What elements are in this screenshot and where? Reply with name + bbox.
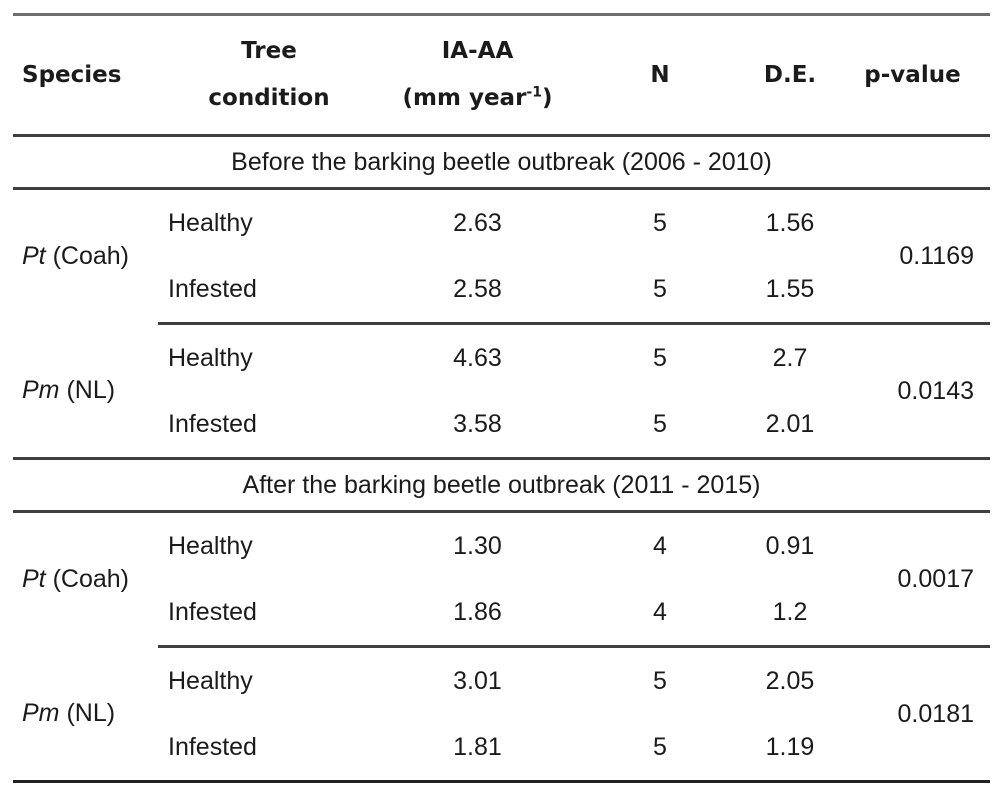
iaaa-value-cell: 1.30 [453,531,502,560]
iaaa-unit-superscript: -1 [526,84,542,101]
pvalue-cell: 0.0181 [835,645,990,782]
species-location: (Coah) [45,565,129,594]
species-location: (Coah) [45,242,129,271]
col-header-iaaa-line1: IA-AA [441,38,514,64]
de-value-cell: 2.01 [765,409,815,438]
section-header-after: After the barking beetle outbreak (2011 … [13,457,990,513]
table-row: Pt (Coah) Healthy 1.30 4 0.91 0.0017 [13,512,990,594]
section-header-before: Before the barking beetle outbreak (2006… [13,134,990,190]
species-location: (NL) [59,375,116,404]
section-title: After the barking beetle outbreak (2011 … [13,457,990,513]
col-header-iaaa: IA-AA (mm year-1) [380,14,575,137]
pvalue-cell: 0.1169 [899,241,974,270]
condition-cell: Infested [168,274,257,303]
col-header-tree-condition: Tree condition [158,14,380,137]
species-cell: Pm (NL) [13,324,158,459]
iaaa-value-cell: 1.81 [453,732,502,761]
de-value-cell: 1.19 [765,732,815,761]
iaaa-unit-prefix: (mm year [402,85,527,111]
table-row: Pm (NL) Healthy 4.63 5 2.7 0.0143 [13,322,990,459]
de-value-cell: 0.91 [765,531,815,560]
col-header-de: D.E. [745,14,835,137]
n-value-cell: 5 [653,208,667,237]
de-value-cell: 1.2 [772,597,808,626]
species-cell: Pt (Coah) [13,189,158,324]
n-value-cell: 4 [653,597,667,626]
col-header-tree-condition-line2: condition [208,85,330,111]
header-row: Species Tree condition IA-AA (mm year-1)… [13,14,990,137]
species-location: (NL) [59,698,116,727]
iaaa-value-cell: 4.63 [380,322,575,391]
de-value-cell: 1.56 [765,208,815,237]
iaaa-value-cell: 2.63 [453,208,502,237]
n-value-cell: 4 [653,531,667,560]
species-abbrev: Pm [22,698,60,727]
n-value-cell: 5 [575,645,745,714]
condition-cell: Infested [168,732,257,761]
condition-cell: Infested [168,597,257,626]
de-value-cell: 1.55 [765,274,815,303]
col-header-species: Species [13,14,158,137]
table-row: Pt (Coah) Healthy 2.63 5 1.56 0.1169 [13,189,990,271]
pvalue-cell: 0.0017 [897,564,974,593]
table-row: Infested 3.58 5 2.01 [13,391,990,459]
condition-cell: Healthy [158,645,380,714]
species-abbrev: Pt [22,565,46,594]
n-value-cell: 5 [653,732,667,761]
iaaa-value-cell: 2.58 [453,274,502,303]
species-abbrev: Pt [22,242,46,271]
table-header: Species Tree condition IA-AA (mm year-1)… [13,14,990,137]
pvalue-cell: 0.0143 [835,322,990,459]
iaaa-value-cell: 3.01 [380,645,575,714]
iaaa-value-cell: 1.86 [453,597,502,626]
condition-cell: Healthy [168,208,253,237]
col-header-tree-condition-line1: Tree [241,38,297,64]
col-header-n: N [575,14,745,137]
table-row: Infested 1.86 4 1.2 [13,579,990,647]
section-title: Before the barking beetle outbreak (2006… [13,134,990,190]
n-value-cell: 5 [575,322,745,391]
condition-cell: Infested [168,409,257,438]
table-body: Before the barking beetle outbreak (2006… [13,134,990,782]
condition-cell: Healthy [158,322,380,391]
col-header-pvalue: p-value [835,14,990,137]
table-row: Infested 1.81 5 1.19 [13,714,990,782]
iaaa-unit-suffix: ) [541,85,553,111]
n-value-cell: 5 [653,409,667,438]
species-cell: Pt (Coah) [13,512,158,647]
condition-cell: Healthy [168,531,253,560]
de-value-cell: 2.7 [745,322,835,391]
species-cell: Pm (NL) [13,647,158,782]
table-row: Infested 2.58 5 1.55 [13,256,990,324]
iaaa-value-cell: 3.58 [453,409,502,438]
table-row: Pm (NL) Healthy 3.01 5 2.05 0.0181 [13,645,990,782]
species-abbrev: Pm [22,375,60,404]
de-value-cell: 2.05 [745,645,835,714]
growth-statistics-table: Species Tree condition IA-AA (mm year-1)… [13,13,990,783]
col-header-iaaa-unit: (mm year-1) [380,75,575,122]
n-value-cell: 5 [653,274,667,303]
